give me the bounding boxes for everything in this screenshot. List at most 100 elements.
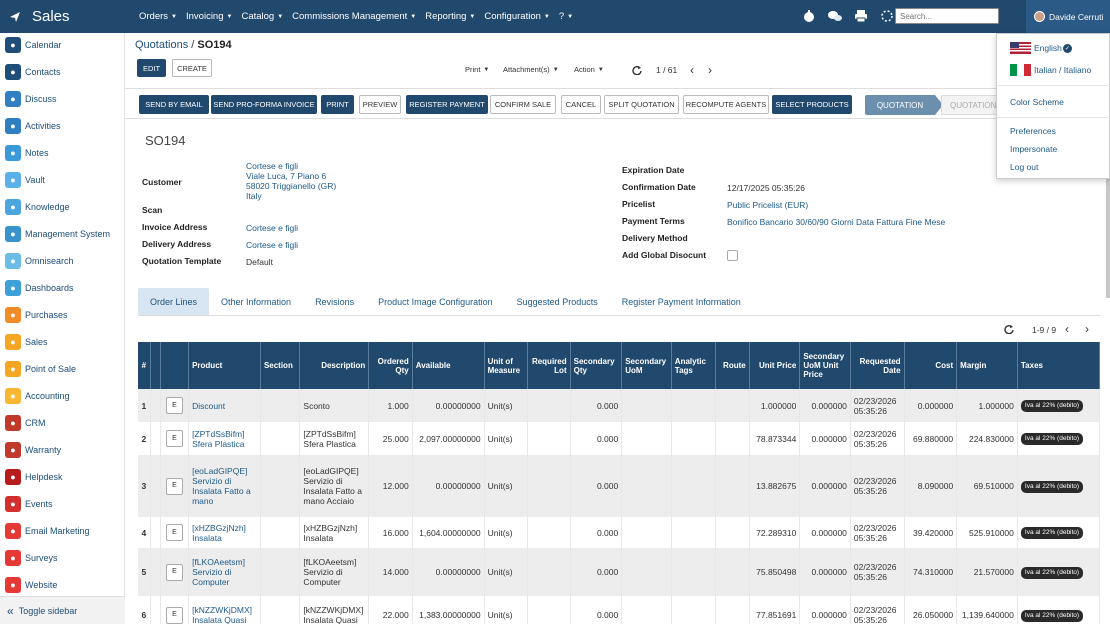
sidebar-item[interactable]: ● Warranty xyxy=(5,442,61,458)
column-header[interactable]: Product xyxy=(188,342,261,389)
workflow-button[interactable]: RECOMPUTE AGENTS xyxy=(683,95,769,114)
create-button[interactable]: CREATE xyxy=(172,59,212,77)
refresh-lines-icon[interactable] xyxy=(1004,324,1014,334)
top-menu-item[interactable]: Configuration ▼ xyxy=(484,11,549,22)
sidebar-item[interactable]: ● Dashboards xyxy=(5,280,74,296)
impersonate-item[interactable]: Impersonate xyxy=(1010,144,1058,154)
quotation-template-value[interactable]: Default xyxy=(246,257,273,267)
global-discount-checkbox[interactable] xyxy=(727,250,738,261)
color-scheme-item[interactable]: Color Scheme xyxy=(1010,97,1064,107)
workflow-button[interactable]: CANCEL xyxy=(561,95,601,114)
column-header[interactable]: Cost xyxy=(904,342,958,389)
product-cell[interactable]: [fLKOAeetsm] Servizio di Computer xyxy=(188,548,261,596)
column-header[interactable]: Description xyxy=(299,342,370,389)
sidebar-item[interactable]: ● Omnisearch xyxy=(5,253,74,269)
lines-prev-icon[interactable]: ‹ xyxy=(1065,322,1069,336)
product-cell[interactable]: [eoLadGIPQE] Servizio di Insalata Fatto … xyxy=(188,455,261,517)
edit-line-button[interactable]: E xyxy=(165,606,183,624)
delivery-address-value[interactable]: Cortese e figli xyxy=(246,240,298,250)
product-cell[interactable]: Discount xyxy=(188,389,261,422)
product-cell[interactable]: [kNZZWKjDMX] Insalata Quasi xyxy=(188,596,261,624)
top-menu-item[interactable]: Invoicing ▼ xyxy=(186,11,232,22)
column-header[interactable]: Unit of Measure xyxy=(484,342,529,389)
search-input[interactable] xyxy=(895,8,999,24)
app-brand[interactable]: Sales xyxy=(0,8,125,25)
workflow-button[interactable]: PRINT xyxy=(321,95,354,114)
tab[interactable]: Suggested Products xyxy=(516,296,598,307)
confirmation-date-value[interactable]: 12/17/2025 05:35:26 xyxy=(727,183,805,193)
table-row[interactable]: 4 E [xHZBGzjNzh] Insalata [xHZBGzjNzh] Insa… xyxy=(138,517,1100,548)
column-header[interactable]: Ordered Qty xyxy=(368,342,413,389)
pricelist-value[interactable]: Public Pricelist (EUR) xyxy=(727,200,809,210)
status-quotation-next[interactable]: QUOTATION xyxy=(941,95,1001,115)
column-header[interactable]: # xyxy=(138,342,151,389)
tab[interactable]: Product Image Configuration xyxy=(378,296,493,307)
print-icon[interactable] xyxy=(854,9,868,23)
breadcrumb-parent[interactable]: Quotations xyxy=(135,39,189,51)
sidebar-item[interactable]: ● Purchases xyxy=(5,307,68,323)
sidebar-item[interactable]: ● Discuss xyxy=(5,91,57,107)
column-header[interactable]: Taxes xyxy=(1017,342,1100,389)
timer-icon[interactable] xyxy=(802,9,816,23)
sidebar-item[interactable]: ● Events xyxy=(5,496,53,512)
refresh-icon[interactable] xyxy=(632,65,642,75)
sidebar-item[interactable]: ● Activities xyxy=(5,118,61,134)
sidebar-item[interactable]: ● Email Marketing xyxy=(5,523,90,539)
edit-line-button[interactable]: E xyxy=(165,563,183,581)
chat-icon[interactable] xyxy=(828,9,842,23)
language-english[interactable]: English ✓ xyxy=(1010,42,1072,54)
column-header[interactable] xyxy=(150,342,161,389)
table-row[interactable]: 1 E Discount Sconto 1.000 0.00000000 Unit(s) 0.… xyxy=(138,389,1100,422)
sidebar-item[interactable]: ● Notes xyxy=(5,145,49,161)
table-row[interactable]: 6 E [kNZZWKjDMX] Insalata Quasi [kNZZWKjDMX… xyxy=(138,596,1100,624)
edit-line-button[interactable]: E xyxy=(165,477,183,495)
workflow-button[interactable]: CONFIRM SALE xyxy=(490,95,556,114)
attachments-dropdown[interactable]: Attachment(s) ▼ xyxy=(503,65,559,74)
column-header[interactable]: Secondary UoM xyxy=(621,342,672,389)
tab[interactable]: Revisions xyxy=(315,296,355,307)
workflow-button[interactable]: SPLIT QUOTATION xyxy=(604,95,679,114)
edit-line-button[interactable]: E xyxy=(165,397,183,414)
sidebar-item[interactable]: ● Sales xyxy=(5,334,48,350)
sidebar-item[interactable]: ● Knowledge xyxy=(5,199,70,215)
sidebar-item[interactable]: ● Point of Sale xyxy=(5,361,76,377)
print-dropdown[interactable]: Print ▼ xyxy=(465,65,489,74)
workflow-button[interactable]: SEND BY EMAIL xyxy=(139,95,209,114)
sidebar-item[interactable]: ● Website xyxy=(5,577,57,593)
workflow-button[interactable]: SELECT PRODUCTS xyxy=(772,95,852,114)
sidebar-item[interactable]: ● Accounting xyxy=(5,388,70,404)
workflow-button[interactable]: SEND PRO-FORMA INVOICE xyxy=(211,95,317,114)
table-row[interactable]: 3 E [eoLadGIPQE] Servizio di Insalata Fatt… xyxy=(138,455,1100,517)
customer-value[interactable]: Cortese e figli Viale Luca, 7 Piano 6 58… xyxy=(246,161,336,201)
sidebar-item[interactable]: ● Helpdesk xyxy=(5,469,63,485)
column-header[interactable]: Route xyxy=(715,342,750,389)
column-header[interactable]: Required Lot xyxy=(527,342,571,389)
preferences-item[interactable]: Preferences xyxy=(1010,126,1056,136)
top-menu-item[interactable]: Commissions Management ▼ xyxy=(292,11,416,22)
column-header[interactable]: Secondary UoM Unit Price xyxy=(799,342,851,389)
top-menu-item[interactable]: Catalog ▼ xyxy=(241,11,283,22)
tab[interactable]: Register Payment Information xyxy=(621,296,741,307)
column-header[interactable]: Analytic Tags xyxy=(671,342,717,389)
column-header[interactable]: Requested Date xyxy=(850,342,905,389)
table-row[interactable]: 5 E [fLKOAeetsm] Servizio di Computer [fLKO… xyxy=(138,548,1100,596)
sidebar-item[interactable]: ● Surveys xyxy=(5,550,58,566)
tab[interactable]: Other Information xyxy=(221,296,292,307)
tab[interactable]: Order Lines xyxy=(138,288,210,315)
sidebar-item[interactable]: ● Vault xyxy=(5,172,45,188)
status-quotation-active[interactable]: QUOTATION xyxy=(865,95,935,115)
table-row[interactable]: 2 E [ZPTdSsBifm] Sfera Plastica [ZPTdSsBifm… xyxy=(138,422,1100,455)
action-dropdown[interactable]: Action ▼ xyxy=(574,65,604,74)
lines-next-icon[interactable]: › xyxy=(1085,322,1089,336)
product-cell[interactable]: [ZPTdSsBifm] Sfera Plastica xyxy=(188,422,261,455)
payment-terms-value[interactable]: Bonifico Bancario 30/60/90 Giorni Data F… xyxy=(727,217,946,227)
logout-item[interactable]: Log out xyxy=(1010,162,1039,172)
previous-record-icon[interactable]: ‹ xyxy=(690,63,694,77)
column-header[interactable]: Available xyxy=(412,342,485,389)
sidebar-item[interactable]: ● Calendar xyxy=(5,37,62,53)
workflow-button[interactable]: REGISTER PAYMENT xyxy=(406,95,488,114)
toggle-sidebar-button[interactable]: « Toggle sidebar xyxy=(0,596,125,624)
product-cell[interactable]: [xHZBGzjNzh] Insalata xyxy=(188,517,261,548)
sidebar-item[interactable]: ● Management System xyxy=(5,226,110,242)
edit-line-button[interactable]: E xyxy=(165,430,183,447)
